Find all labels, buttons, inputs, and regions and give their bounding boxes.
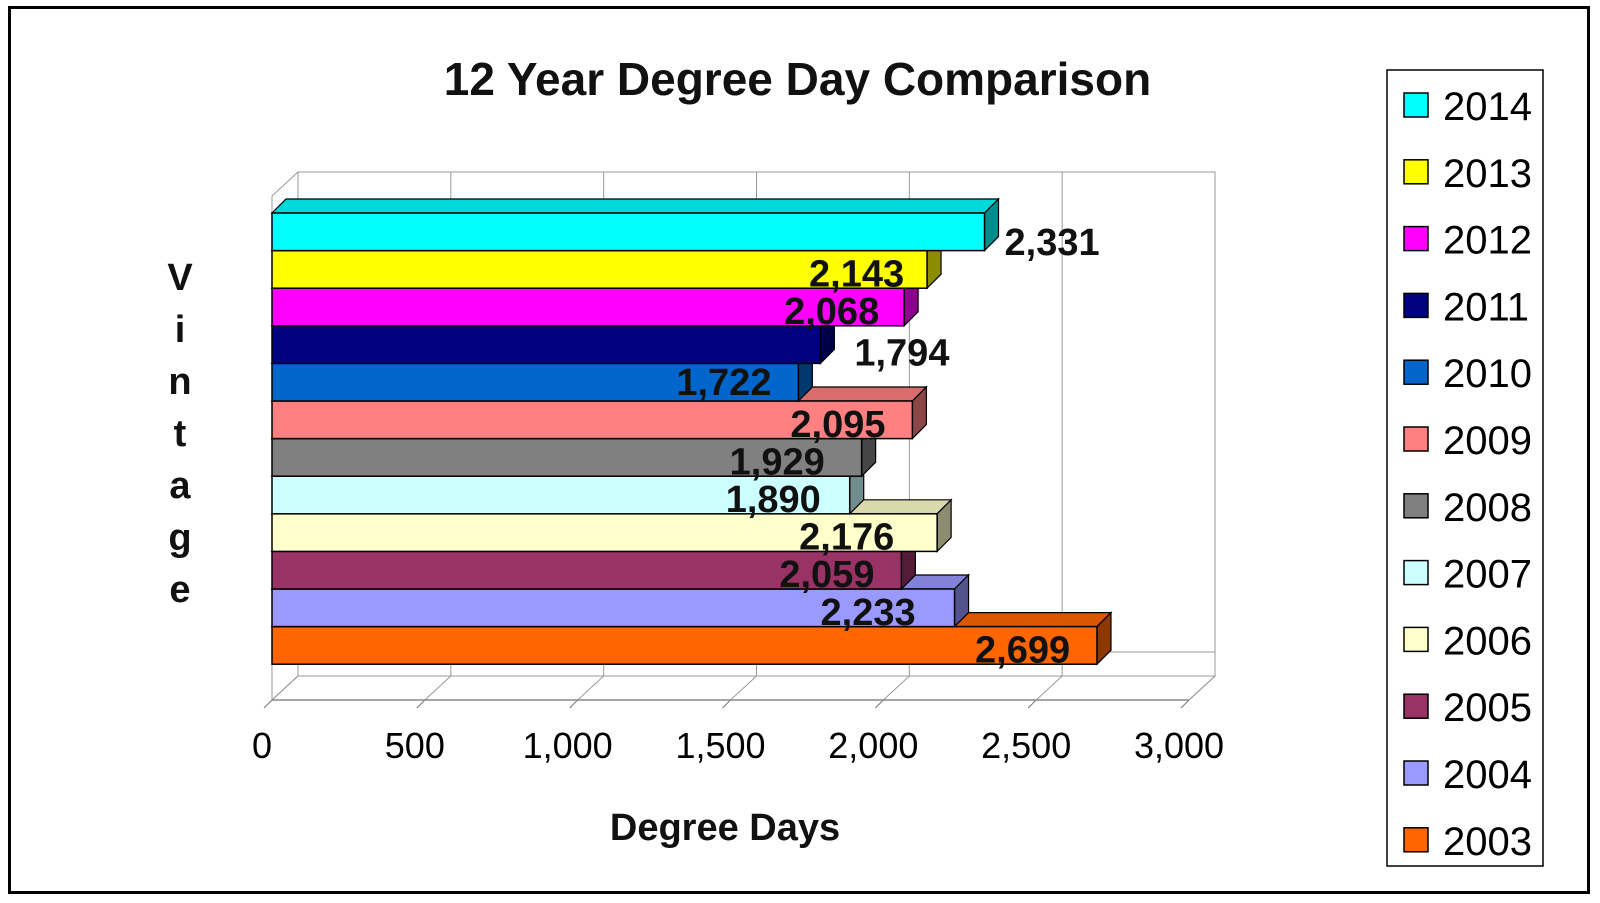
x-tick-mark	[1027, 699, 1037, 709]
data-label: 2,233	[821, 592, 916, 634]
y-axis-title-letter: n	[168, 361, 191, 403]
legend-item-2007: 2007	[1403, 553, 1532, 597]
gridline-floor	[271, 675, 299, 701]
bar-top-face	[270, 198, 1000, 214]
gridline-floor	[730, 675, 757, 701]
legend-label: 2013	[1443, 152, 1532, 196]
y-axis-title-letter: g	[168, 517, 191, 559]
legend-swatch	[1403, 159, 1429, 185]
bar-front-face	[271, 362, 800, 402]
bar-front-face	[271, 588, 956, 628]
legend-item-2012: 2012	[1403, 219, 1532, 263]
legend-label: 2012	[1443, 219, 1532, 263]
legend-label: 2014	[1443, 85, 1532, 129]
legend-label: 2010	[1443, 352, 1532, 396]
bar-front-face	[271, 249, 928, 289]
legend-item-2006: 2006	[1403, 619, 1532, 663]
bar-front-face	[271, 212, 986, 252]
y-axis-title-letter: V	[167, 257, 193, 299]
legend-swatch	[1403, 693, 1429, 719]
data-label: 2,331	[1005, 222, 1100, 264]
x-tick-label: 1,000	[523, 725, 613, 766]
data-label: 2,176	[799, 517, 894, 559]
x-tick-layer: 0 500 1,000 1,500 2,000 2,500 3,000	[252, 725, 1224, 766]
legend-item-2009: 2009	[1403, 419, 1532, 463]
legend-label: 2005	[1443, 686, 1532, 730]
legend-item-2011: 2011	[1403, 285, 1529, 329]
data-label: 2,699	[975, 629, 1070, 671]
bar-front-face	[271, 550, 903, 590]
bar-layer	[270, 197, 1113, 666]
bar-front-face	[271, 513, 938, 553]
legend-item-2008: 2008	[1403, 486, 1532, 530]
gridline-floor	[1188, 675, 1216, 701]
x-tick-label: 500	[385, 725, 445, 766]
gridline-floor	[1035, 675, 1063, 701]
x-tick-label: 3,000	[1134, 725, 1224, 766]
x-tick-label: 2,000	[828, 725, 918, 766]
legend-swatch	[1403, 426, 1429, 452]
x-tick-mark	[263, 699, 273, 709]
legend-label: 2006	[1443, 619, 1532, 663]
x-axis-title: Degree Days	[610, 807, 840, 849]
legend-item-2010: 2010	[1403, 352, 1532, 396]
gridline-floor	[577, 675, 605, 701]
chart-title: 12 Year Degree Day Comparison	[443, 53, 1152, 105]
legend-swatch	[1403, 827, 1429, 853]
legend-swatch	[1403, 92, 1429, 118]
bar-front-face	[271, 325, 822, 365]
legend-box	[1386, 69, 1544, 867]
legend-swatch	[1403, 559, 1429, 586]
legend-swatch	[1403, 493, 1429, 519]
legend-item-2004: 2004	[1403, 753, 1532, 797]
data-label: 1,929	[730, 441, 825, 483]
y-axis-title-letter: a	[169, 465, 191, 507]
x-tick-label: 2,500	[981, 725, 1071, 766]
y-axis-title-letter: t	[174, 413, 187, 455]
data-label: 1,890	[726, 479, 821, 521]
legend: 2014 2013 2012 2011 2010 2009 2008 2007 2006 2005…	[1386, 69, 1544, 867]
data-label: 1,722	[676, 362, 771, 404]
legend-label: 2004	[1443, 753, 1532, 797]
legend-label: 2007	[1443, 553, 1532, 597]
legend-item-2013: 2013	[1403, 152, 1532, 196]
legend-swatch	[1403, 292, 1429, 319]
legend-label: 2011	[1443, 285, 1529, 329]
x-tick-mark	[722, 699, 731, 709]
bar-front-face	[271, 400, 914, 440]
legend-item-2003: 2003	[1403, 820, 1532, 864]
x-tick-mark	[1180, 699, 1190, 709]
legend-label: 2008	[1443, 486, 1532, 530]
legend-item-2014: 2014	[1403, 85, 1532, 129]
bar-front-face	[271, 437, 863, 477]
bar-front-face	[271, 475, 851, 515]
legend-label: 2003	[1443, 820, 1532, 864]
x-tick-mark	[569, 699, 579, 709]
legend-swatch	[1403, 359, 1429, 385]
legend-swatch	[1403, 626, 1429, 653]
bar-front-face	[271, 287, 905, 327]
legend-swatch	[1403, 225, 1429, 252]
gridline-floor	[424, 675, 452, 701]
data-label: 2,095	[790, 404, 885, 446]
legend-label: 2009	[1443, 419, 1532, 463]
x-tick-label: 1,500	[675, 725, 765, 766]
bar-2014	[270, 197, 1000, 253]
data-label: 2,059	[779, 554, 874, 596]
legend-item-2005: 2005	[1403, 686, 1532, 730]
y-axis-title-letter: e	[169, 569, 190, 611]
x-tick-mark	[416, 699, 426, 709]
data-label: 2,068	[784, 291, 879, 333]
x-tick-label: 0	[252, 725, 272, 766]
y-axis-title-letter: i	[175, 309, 186, 351]
gridline-floor	[882, 675, 910, 701]
data-label: 1,794	[854, 333, 949, 375]
x-tick-mark	[874, 699, 884, 709]
legend-swatch	[1403, 760, 1429, 786]
bar-front-face	[271, 625, 1098, 665]
data-label: 2,143	[809, 253, 904, 295]
